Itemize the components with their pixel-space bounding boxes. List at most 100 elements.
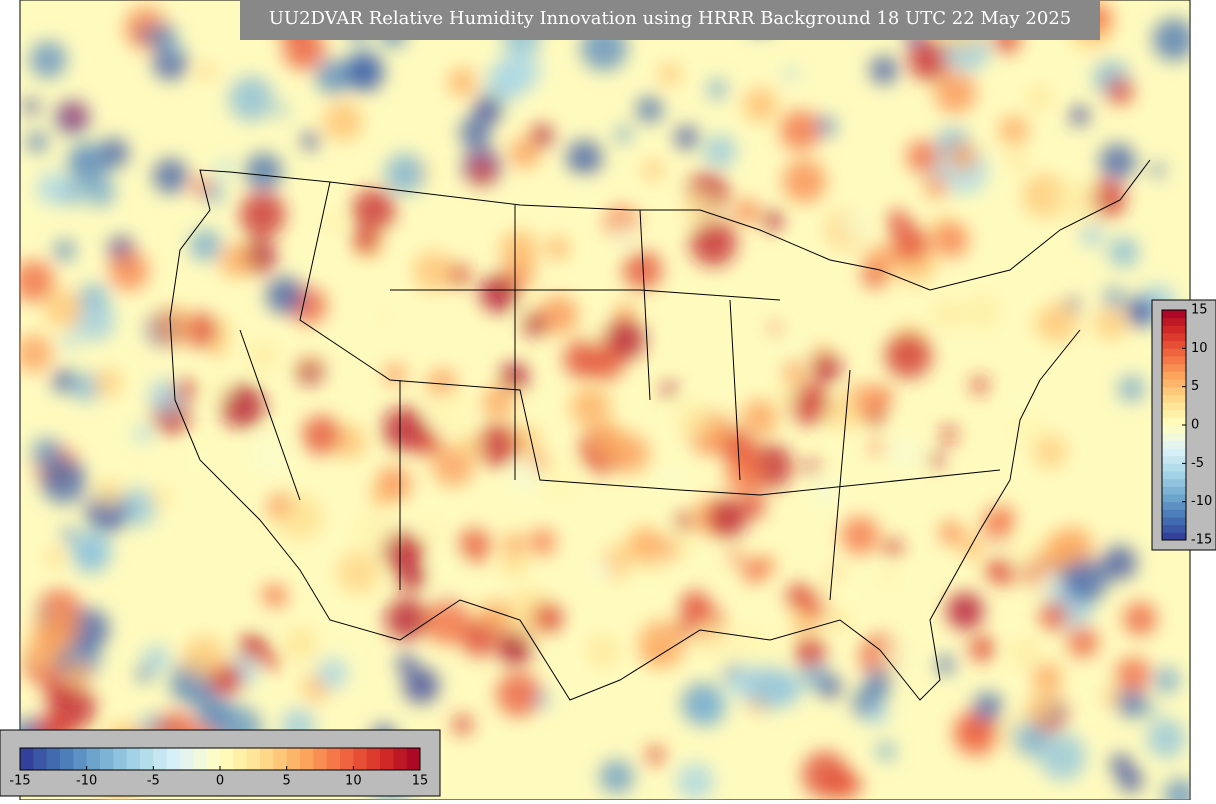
field-blob bbox=[261, 583, 288, 610]
field-blob bbox=[218, 243, 253, 278]
field-blob bbox=[461, 619, 499, 657]
field-blob bbox=[1052, 527, 1094, 569]
field-blob bbox=[940, 426, 957, 444]
colorbar-swatch bbox=[353, 748, 368, 770]
colorbar-swatch bbox=[1162, 386, 1186, 395]
field-blob bbox=[246, 338, 281, 373]
field-blob bbox=[153, 306, 193, 347]
field-blob bbox=[611, 222, 638, 250]
field-blob bbox=[1103, 287, 1125, 309]
colorbar-swatch bbox=[273, 748, 288, 770]
field-blob bbox=[614, 302, 636, 324]
field-blob bbox=[498, 49, 541, 92]
field-blob bbox=[959, 535, 984, 559]
field-blob bbox=[876, 741, 896, 761]
colorbar-swatch bbox=[1162, 402, 1186, 411]
field-blob bbox=[707, 498, 747, 538]
field-blob bbox=[1027, 690, 1057, 720]
tick-label: -5 bbox=[147, 774, 160, 789]
field-blob bbox=[198, 62, 216, 81]
field-blob bbox=[150, 486, 173, 509]
field-blob bbox=[646, 745, 665, 765]
field-blob bbox=[781, 358, 807, 384]
field-blob bbox=[498, 631, 533, 666]
field-blob bbox=[473, 94, 503, 124]
field-blob bbox=[108, 486, 122, 500]
colorbar-swatch bbox=[220, 748, 234, 770]
field-blob bbox=[1115, 656, 1151, 693]
field-blob bbox=[707, 79, 728, 100]
field-blob bbox=[946, 592, 984, 630]
field-blob bbox=[421, 516, 443, 538]
field-blob bbox=[1008, 152, 1026, 169]
field-blob bbox=[865, 702, 888, 726]
field-blob bbox=[1106, 77, 1134, 106]
field-blob bbox=[44, 289, 84, 329]
field-blob bbox=[1053, 180, 1098, 226]
field-blob bbox=[61, 527, 78, 543]
field-blob bbox=[476, 423, 520, 467]
field-blob bbox=[774, 386, 797, 408]
field-blob bbox=[1163, 778, 1190, 800]
field-blob bbox=[1102, 545, 1137, 581]
field-blob bbox=[570, 387, 611, 428]
colorbar-swatch bbox=[166, 748, 181, 770]
field-blob bbox=[676, 762, 714, 800]
field-blob bbox=[826, 395, 862, 431]
colorbar-swatch bbox=[1162, 356, 1186, 365]
field-blob bbox=[66, 107, 83, 124]
field-blob bbox=[546, 236, 569, 260]
field-blob bbox=[947, 142, 977, 172]
tick-label: 5 bbox=[1191, 379, 1199, 394]
field-blob bbox=[396, 653, 417, 674]
colorbar-swatch bbox=[393, 748, 408, 770]
field-blob bbox=[245, 152, 283, 191]
field-blob bbox=[177, 379, 198, 400]
colorbar-swatch bbox=[1162, 463, 1186, 472]
field-blob bbox=[256, 607, 273, 624]
field-blob bbox=[743, 87, 778, 122]
colorbar-swatch bbox=[206, 748, 221, 770]
field-blob bbox=[1124, 296, 1156, 328]
field-blob bbox=[741, 493, 766, 519]
field-blob bbox=[261, 651, 281, 671]
title: UU2DVAR Relative Humidity Innovation usi… bbox=[269, 8, 1072, 29]
field-blob bbox=[71, 372, 102, 402]
field-blob bbox=[137, 27, 152, 41]
field-blob bbox=[981, 504, 1016, 539]
tick-label: -15 bbox=[9, 774, 30, 789]
field-blob bbox=[748, 665, 794, 710]
field-blob bbox=[1144, 705, 1157, 718]
field-blob bbox=[228, 76, 274, 122]
title-box bbox=[240, 0, 1100, 40]
tick-label: 5 bbox=[283, 774, 291, 789]
field-blob bbox=[734, 199, 760, 224]
field-blob bbox=[762, 210, 783, 231]
field-blob bbox=[434, 548, 462, 576]
field-blob bbox=[316, 657, 349, 690]
field-blob bbox=[353, 228, 379, 254]
colorbar-swatch bbox=[1162, 471, 1186, 480]
field-blob bbox=[840, 516, 880, 555]
field-blob bbox=[134, 425, 152, 443]
field-blob bbox=[412, 250, 454, 292]
field-blob bbox=[908, 38, 951, 81]
field-blob bbox=[725, 456, 765, 496]
field-blob bbox=[41, 458, 87, 504]
field-blob bbox=[1123, 601, 1157, 636]
field-blob bbox=[182, 635, 226, 680]
colorbar-swatch bbox=[326, 748, 341, 770]
field-blob bbox=[481, 386, 515, 419]
field-blob bbox=[869, 55, 899, 85]
field-blob bbox=[250, 436, 291, 476]
innovation-field bbox=[20, 0, 1190, 800]
field-blob bbox=[325, 214, 342, 231]
colorbar-swatch bbox=[1162, 532, 1186, 541]
colorbar-swatch bbox=[1162, 325, 1186, 334]
field-blob bbox=[192, 177, 211, 196]
field-blob bbox=[1032, 434, 1068, 469]
field-blob bbox=[1009, 533, 1045, 568]
field-blob bbox=[804, 460, 819, 475]
field-blob bbox=[301, 415, 342, 455]
